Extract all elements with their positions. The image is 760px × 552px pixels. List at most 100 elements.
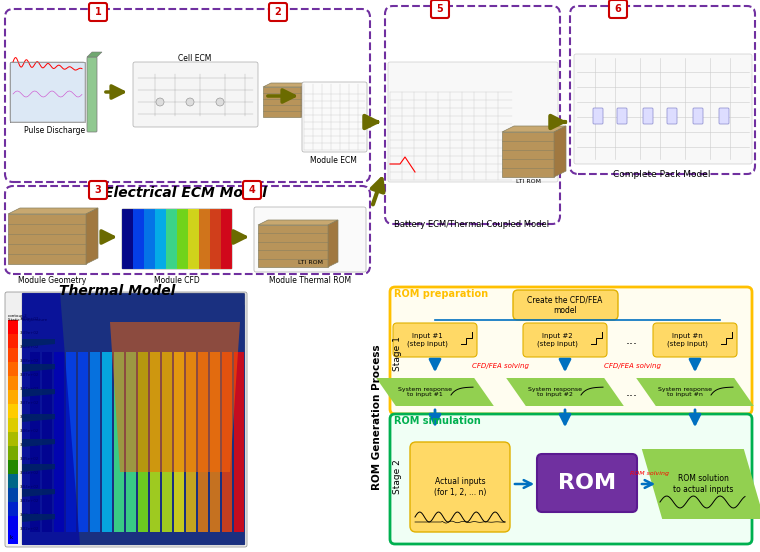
Bar [8,432,18,446]
Bar [22,533,245,545]
Bar [8,320,18,334]
Polygon shape [502,126,566,132]
Text: Actual inputs
(for 1, 2, ... n): Actual inputs (for 1, 2, ... n) [434,477,486,497]
Bar [8,516,18,530]
Text: 3: 3 [95,185,101,195]
Text: Create the CFD/FEA
model: Create the CFD/FEA model [527,295,603,315]
FancyBboxPatch shape [269,3,287,21]
Text: Cell ECM: Cell ECM [179,54,212,63]
FancyBboxPatch shape [122,209,232,269]
Bar [8,488,18,502]
Text: 3.07e+02: 3.07e+02 [20,387,40,391]
Bar [8,362,18,376]
Text: Input #2
(step input): Input #2 (step input) [537,333,578,347]
Text: 3.03e+02: 3.03e+02 [20,513,40,517]
Polygon shape [177,209,188,269]
FancyBboxPatch shape [5,292,247,547]
FancyBboxPatch shape [388,62,558,182]
Text: ROM: ROM [558,473,616,493]
Polygon shape [8,214,86,264]
Polygon shape [66,352,76,532]
Text: Stage 2: Stage 2 [392,460,401,495]
Polygon shape [122,209,133,269]
FancyBboxPatch shape [653,323,737,357]
Bar [22,485,245,497]
Polygon shape [162,352,172,532]
Polygon shape [150,352,160,532]
Bar [22,521,245,533]
Polygon shape [186,352,196,532]
Text: 3.04e+02: 3.04e+02 [20,485,40,489]
FancyBboxPatch shape [719,108,729,124]
Bar [22,461,245,473]
FancyBboxPatch shape [643,108,653,124]
Circle shape [156,98,164,106]
Polygon shape [376,378,494,406]
FancyBboxPatch shape [537,454,637,512]
Text: System response
to input #n: System response to input #n [658,386,712,397]
Text: CFD/FEA solving: CFD/FEA solving [603,363,660,369]
Polygon shape [22,364,55,372]
Bar [22,389,245,401]
FancyBboxPatch shape [133,62,258,127]
Bar [8,404,18,418]
Circle shape [216,98,224,106]
Polygon shape [210,209,221,269]
Polygon shape [258,225,328,267]
Polygon shape [22,464,55,472]
Polygon shape [133,209,144,269]
Text: ROM solution
to actual inputs: ROM solution to actual inputs [673,474,733,493]
Bar [22,401,245,413]
Bar [22,377,245,389]
FancyBboxPatch shape [574,54,752,164]
Bar [22,341,245,353]
FancyBboxPatch shape [302,82,367,152]
Polygon shape [636,378,754,406]
Text: Static Temperature: Static Temperature [8,318,47,322]
Polygon shape [144,209,155,269]
Bar [8,530,18,544]
Bar [22,305,245,317]
FancyBboxPatch shape [87,57,97,132]
FancyBboxPatch shape [667,108,677,124]
Polygon shape [90,352,100,532]
Polygon shape [78,352,88,532]
Polygon shape [301,83,309,117]
Bar [22,413,245,425]
Text: Module Geometry: Module Geometry [18,276,86,285]
FancyBboxPatch shape [609,0,627,18]
Text: ROM Generation Process: ROM Generation Process [372,344,382,490]
Bar [22,353,245,365]
FancyBboxPatch shape [89,181,107,199]
FancyBboxPatch shape [243,181,261,199]
Text: 3.06e+02: 3.06e+02 [20,415,40,419]
Text: Stage 1: Stage 1 [392,337,401,371]
FancyBboxPatch shape [390,414,752,544]
Polygon shape [199,209,210,269]
Polygon shape [641,449,760,519]
Text: 6: 6 [615,4,622,14]
FancyBboxPatch shape [410,442,510,532]
Bar [22,449,245,461]
Polygon shape [22,439,55,447]
Polygon shape [114,352,124,532]
Text: ROM preparation: ROM preparation [394,289,488,299]
Text: Thermal Model: Thermal Model [59,284,176,298]
Text: ...: ... [626,385,638,399]
Bar [22,473,245,485]
Circle shape [186,98,194,106]
Text: Pulse Discharge: Pulse Discharge [24,126,86,135]
Text: 3.07e+02: 3.07e+02 [20,373,40,377]
Bar [8,334,18,348]
Text: Battery ECM/Thermal Coupled Model: Battery ECM/Thermal Coupled Model [394,220,549,229]
Polygon shape [86,208,98,264]
Polygon shape [234,352,244,532]
Polygon shape [138,352,148,532]
Polygon shape [22,414,55,422]
Polygon shape [22,293,80,545]
Polygon shape [8,208,98,214]
Polygon shape [126,352,136,532]
Polygon shape [328,220,338,267]
FancyBboxPatch shape [617,108,627,124]
Polygon shape [110,322,240,472]
